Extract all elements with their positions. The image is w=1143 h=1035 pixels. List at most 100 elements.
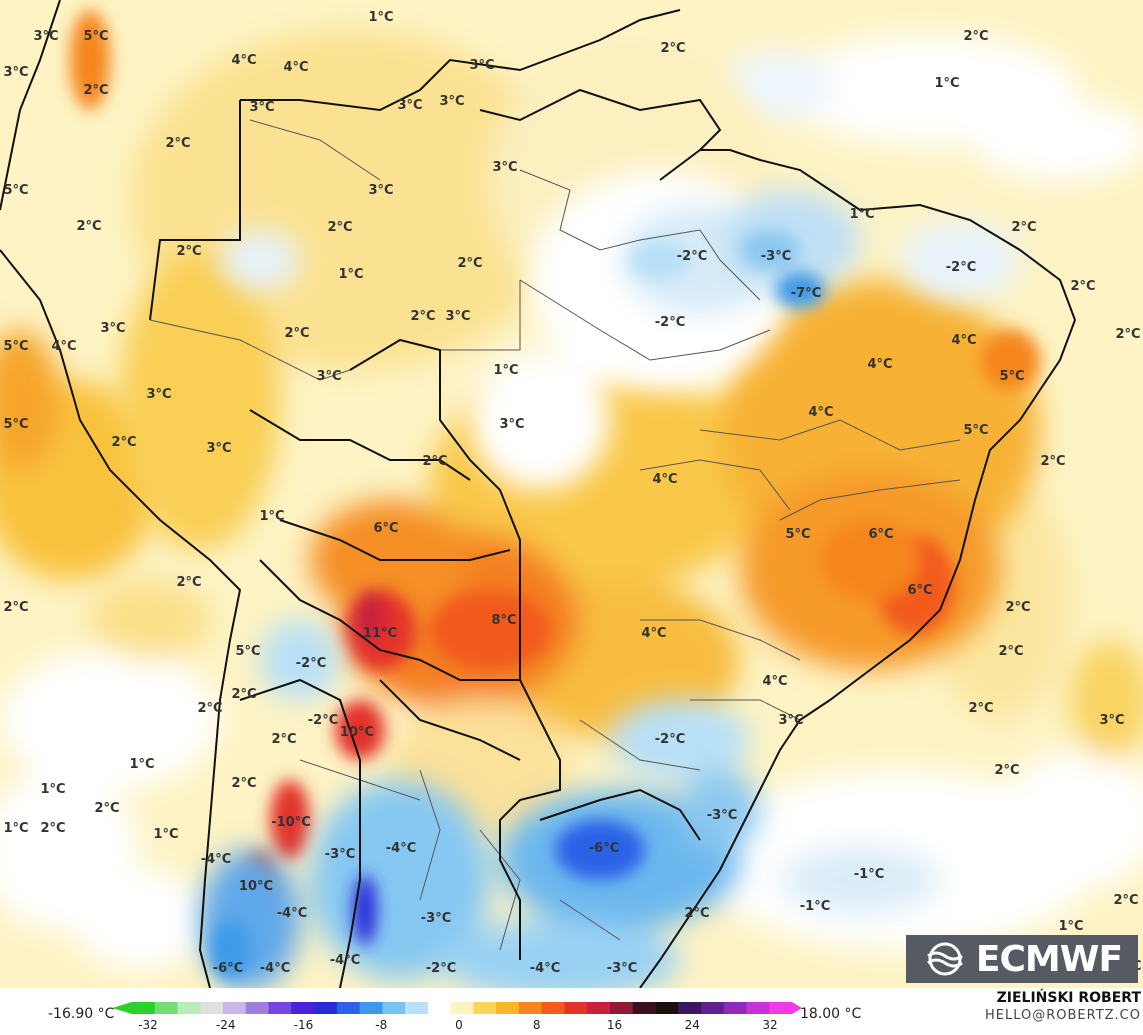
author-name: ZIELIŃSKI ROBERT <box>996 990 1141 1006</box>
temperature-label: 2°C <box>94 801 119 816</box>
temperature-label: -3°C <box>607 961 637 976</box>
temperature-label: 5°C <box>785 527 810 542</box>
temperature-label: 2°C <box>684 906 709 921</box>
temperature-label: 5°C <box>3 417 28 432</box>
temperature-label: 1°C <box>259 509 284 524</box>
temperature-label: -3°C <box>707 808 737 823</box>
legend-tick-label: -8 <box>375 1018 388 1032</box>
map-canvas: 3°C 5°C 1°C 4°C 4°C 3°C 2°C 2°C 1°C 3°C 2°C 3°C 3°C 3… <box>0 0 1143 988</box>
legend-tick-label: -16 <box>293 1018 314 1032</box>
temperature-label: 2°C <box>176 575 201 590</box>
temperature-label: -2°C <box>296 656 326 671</box>
colorbar-segment <box>291 1002 315 1014</box>
author-email: HELLO@ROBERTZ.CO <box>984 1008 1141 1023</box>
temperature-label: 6°C <box>868 527 893 542</box>
colorbar-segment <box>200 1002 224 1014</box>
temperature-label: 1°C <box>40 782 65 797</box>
temperature-label: -2°C <box>426 961 456 976</box>
temperature-label: 2°C <box>3 600 28 615</box>
legend-colorbar <box>112 1002 802 1014</box>
temperature-label: 6°C <box>907 583 932 598</box>
temperature-label: -4°C <box>330 953 360 968</box>
temperature-label: 3°C <box>146 387 171 402</box>
temperature-label: 4°C <box>867 357 892 372</box>
ecmwf-logo: ECMWF <box>906 935 1138 983</box>
colorbar-segment <box>427 1002 452 1014</box>
temperature-label: 1°C <box>3 821 28 836</box>
temperature-label: 2°C <box>40 821 65 836</box>
temperature-label: -1°C <box>800 899 830 914</box>
temperature-label: -4°C <box>530 961 560 976</box>
temperature-label: 5°C <box>3 183 28 198</box>
temperature-label: 3°C <box>3 65 28 80</box>
temperature-label: 5°C <box>83 29 108 44</box>
colorbar-segment <box>359 1002 383 1014</box>
temperature-label: 3°C <box>206 441 231 456</box>
temperature-label: 2°C <box>1113 893 1138 908</box>
colorbar-segment <box>655 1002 679 1014</box>
colorbar-segment <box>564 1002 588 1014</box>
temperature-label: 3°C <box>492 160 517 175</box>
colorbar-segment <box>746 1002 770 1014</box>
legend-tick-label: 24 <box>684 1018 700 1032</box>
temperature-label: -6°C <box>213 961 243 976</box>
temperature-label: 2°C <box>660 41 685 56</box>
temperature-label: -3°C <box>421 911 451 926</box>
temperature-label: -3°C <box>761 249 791 264</box>
temperature-label: 2°C <box>963 29 988 44</box>
temperature-label: 1°C <box>368 10 393 25</box>
temperature-label: 2°C <box>111 435 136 450</box>
colorbar-segment <box>450 1002 474 1014</box>
temperature-label: 1°C <box>153 827 178 842</box>
colorbar-segment <box>541 1002 565 1014</box>
ecmwf-wave-icon <box>927 942 963 976</box>
colorbar-segment <box>154 1002 179 1014</box>
temperature-label: -4°C <box>260 961 290 976</box>
temperature-label: 10°C <box>340 725 374 740</box>
temperature-label: 3°C <box>778 713 803 728</box>
legend-tick-label: -24 <box>215 1018 236 1032</box>
temperature-label: 3°C <box>397 98 422 113</box>
legend-footer: -16.90 °C -32 -24 -16 -8 0 8 16 24 32 18.00 °C Z… <box>0 988 1143 1035</box>
temperature-label: 2°C <box>284 326 309 341</box>
temperature-label: 6°C <box>373 521 398 536</box>
temperature-label: 2°C <box>231 687 256 702</box>
temperature-label: 3°C <box>33 29 58 44</box>
temperature-label: 2°C <box>422 454 447 469</box>
colorbar-segment <box>177 1002 201 1014</box>
temperature-label: 2°C <box>1011 220 1036 235</box>
temperature-label: 1°C <box>493 363 518 378</box>
legend-tick-label: 16 <box>606 1018 623 1032</box>
colorbar-segment <box>314 1002 338 1014</box>
legend-tick-label: -32 <box>138 1018 158 1032</box>
temperature-label: -4°C <box>201 852 231 867</box>
temperature-label: 4°C <box>652 472 677 487</box>
colorbar-left-arrow <box>112 1002 132 1014</box>
temperature-label: 5°C <box>235 644 260 659</box>
colorbar-segment <box>245 1002 270 1014</box>
temperature-label: 2°C <box>968 701 993 716</box>
colorbar-segment <box>405 1002 429 1014</box>
temperature-label: 3°C <box>1099 713 1124 728</box>
temperature-label: -2°C <box>946 260 976 275</box>
legend-max-label: 18.00 °C <box>800 1006 862 1022</box>
temperature-label: 11°C <box>363 626 397 641</box>
temperature-label: 2°C <box>165 136 190 151</box>
temperature-label: 1°C <box>849 207 874 222</box>
temperature-label: 1°C <box>338 267 363 282</box>
temperature-label: -4°C <box>386 841 416 856</box>
temperature-label: -7°C <box>791 286 821 301</box>
colorbar-segment <box>518 1002 543 1014</box>
temperature-label: -2°C <box>655 315 685 330</box>
temperature-label: 2°C <box>410 309 435 324</box>
colorbar-segment <box>723 1002 747 1014</box>
temperature-label: 3°C <box>368 183 393 198</box>
temperature-label: -6°C <box>589 841 619 856</box>
temperature-label: 3°C <box>469 58 494 73</box>
temperature-label: 2°C <box>998 644 1023 659</box>
temperature-label: 4°C <box>641 626 666 641</box>
temperature-label: 3°C <box>499 417 524 432</box>
temperature-label: 10°C <box>239 879 273 894</box>
colorbar-segment <box>632 1002 656 1014</box>
temperature-label: 2°C <box>994 763 1019 778</box>
